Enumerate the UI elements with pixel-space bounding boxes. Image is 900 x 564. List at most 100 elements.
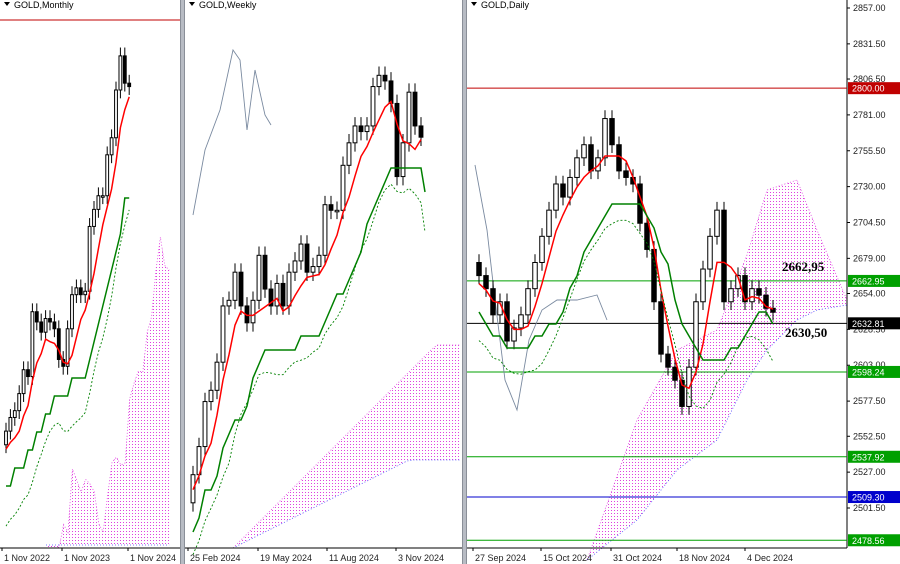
- daily-chikou-line: [474, 164, 608, 412]
- daily-candle: [693, 301, 699, 368]
- weekly-panel[interactable]: GOLD,Weekly 25 Feb 2024 19 May 2024 11 Aug …: [185, 0, 462, 564]
- monthly-candle: [114, 89, 118, 139]
- daily-y-tick-label: 2704.50: [853, 217, 886, 227]
- daily-panel[interactable]: GOLD,Daily 2857.00 2831.50 2806.50 2781.00 27…: [467, 0, 900, 564]
- daily-kijun-line: [478, 203, 774, 361]
- weekly-tenkan-line: [192, 100, 422, 490]
- monthly-x-axis-label: 1 Nov 2022: [4, 553, 50, 563]
- weekly-candle: [274, 282, 280, 307]
- weekly-x-axis-label: 25 Feb 2024: [190, 553, 241, 563]
- daily-candle: [707, 235, 713, 270]
- daily-price-tag-label: 2537.92: [852, 452, 885, 462]
- monthly-candle: [96, 195, 101, 210]
- monthly-candle: [109, 137, 114, 156]
- daily-price-tag: [848, 82, 900, 95]
- daily-price-tag-label: 2662.95: [852, 276, 885, 286]
- weekly-cloud: [233, 345, 461, 548]
- weekly-candle: [304, 243, 310, 273]
- weekly-x-axis-label: 19 May 2024: [260, 553, 312, 563]
- monthly-candle: [70, 294, 74, 330]
- daily-candle: [602, 118, 608, 159]
- daily-candle: [721, 209, 727, 303]
- daily-price-tag-label: 2800.00: [852, 84, 885, 94]
- weekly-candle: [352, 125, 358, 144]
- weekly-candle: [262, 254, 268, 290]
- monthly-candle: [52, 321, 57, 330]
- monthly-candle: [78, 287, 83, 296]
- weekly-candle: [406, 91, 412, 144]
- monthly-panel[interactable]: GOLD,Monthly 1 Nov 2022 1 Nov 2023 1 Nov 20…: [0, 0, 180, 564]
- monthly-candle: [100, 195, 105, 198]
- daily-candle: [714, 209, 720, 237]
- monthly-chart: GOLD,Monthly 1 Nov 2022 1 Nov 2023 1 Nov 20…: [0, 0, 180, 563]
- daily-candle: [553, 183, 559, 211]
- dropdown-arrow-icon: [189, 2, 195, 6]
- daily-price-tag-label: 2509.30: [852, 493, 885, 503]
- weekly-candle: [214, 361, 220, 391]
- daily-y-tick-label: 2501.50: [853, 503, 886, 513]
- daily-candle: [560, 183, 566, 198]
- daily-candle: [483, 275, 489, 290]
- daily-price-tag: [848, 365, 900, 378]
- monthly-candle: [56, 328, 61, 360]
- daily-y-tick-label: 2577.50: [853, 396, 886, 406]
- weekly-chart: GOLD,Weekly 25 Feb 2024 19 May 2024 11 Aug …: [185, 0, 462, 563]
- monthly-kijun-line: [6, 197, 130, 487]
- monthly-candle: [12, 410, 17, 418]
- weekly-candle: [370, 86, 376, 127]
- monthly-candle: [34, 311, 39, 323]
- daily-candle: [532, 262, 538, 290]
- monthly-title: GOLD,Monthly: [14, 0, 74, 10]
- daily-candle: [511, 327, 517, 342]
- weekly-cloud-edge-b: [232, 459, 461, 549]
- daily-candle: [546, 209, 552, 237]
- monthly-candle: [87, 225, 92, 292]
- panel-divider-2[interactable]: [462, 0, 467, 564]
- daily-candle: [763, 294, 769, 309]
- daily-candle: [476, 262, 482, 277]
- daily-chart: GOLD,Daily 2857.00 2831.50 2806.50 2781.00 27…: [467, 0, 900, 563]
- monthly-candle: [43, 318, 48, 333]
- daily-candle: [665, 353, 671, 368]
- daily-candle: [588, 144, 594, 172]
- weekly-candle: [220, 305, 226, 363]
- daily-candle: [749, 288, 755, 303]
- daily-y-tick-label: 2755.50: [853, 146, 886, 156]
- dropdown-arrow-icon: [471, 2, 477, 6]
- weekly-candle: [328, 204, 334, 211]
- panel-divider-1[interactable]: [180, 0, 185, 564]
- daily-y-tick-label: 2527.00: [853, 467, 886, 477]
- monthly-candle: [65, 328, 70, 367]
- monthly-tenkan-line: [5, 96, 130, 450]
- daily-candle: [504, 301, 510, 342]
- daily-x-axis-label: 27 Sep 2024: [475, 553, 526, 563]
- daily-senkou-line: [478, 219, 774, 409]
- daily-annotation-support: 2630,50: [785, 325, 827, 340]
- daily-candle: [567, 176, 573, 198]
- monthly-candle: [30, 311, 35, 378]
- weekly-x-axis-label: 3 Nov 2024: [398, 553, 444, 563]
- weekly-candle: [226, 299, 232, 307]
- daily-price-tag-label: 2478.56: [852, 536, 885, 546]
- daily-candle: [756, 288, 762, 296]
- daily-price-tag: [848, 491, 900, 504]
- monthly-candle: [8, 416, 13, 432]
- monthly-candle: [122, 55, 127, 84]
- daily-cloud: [587, 180, 847, 560]
- weekly-candle: [418, 125, 424, 138]
- daily-candle: [574, 157, 580, 178]
- weekly-x-axis-label: 11 Aug 2024: [329, 553, 379, 563]
- daily-tenkan-line: [478, 155, 774, 390]
- monthly-candle: [17, 393, 22, 412]
- monthly-candle: [26, 369, 30, 378]
- daily-candle: [658, 301, 664, 355]
- daily-price-tag-label: 2598.24: [852, 367, 885, 377]
- monthly-candle: [74, 287, 79, 296]
- monthly-x-axis-label: 1 Nov 2024: [130, 553, 176, 563]
- weekly-candle: [286, 271, 292, 307]
- daily-y-tick-label: 2806.50: [853, 74, 886, 84]
- daily-candle: [728, 288, 734, 303]
- daily-candle: [609, 118, 615, 146]
- monthly-candle: [21, 369, 26, 395]
- monthly-candle: [118, 55, 123, 91]
